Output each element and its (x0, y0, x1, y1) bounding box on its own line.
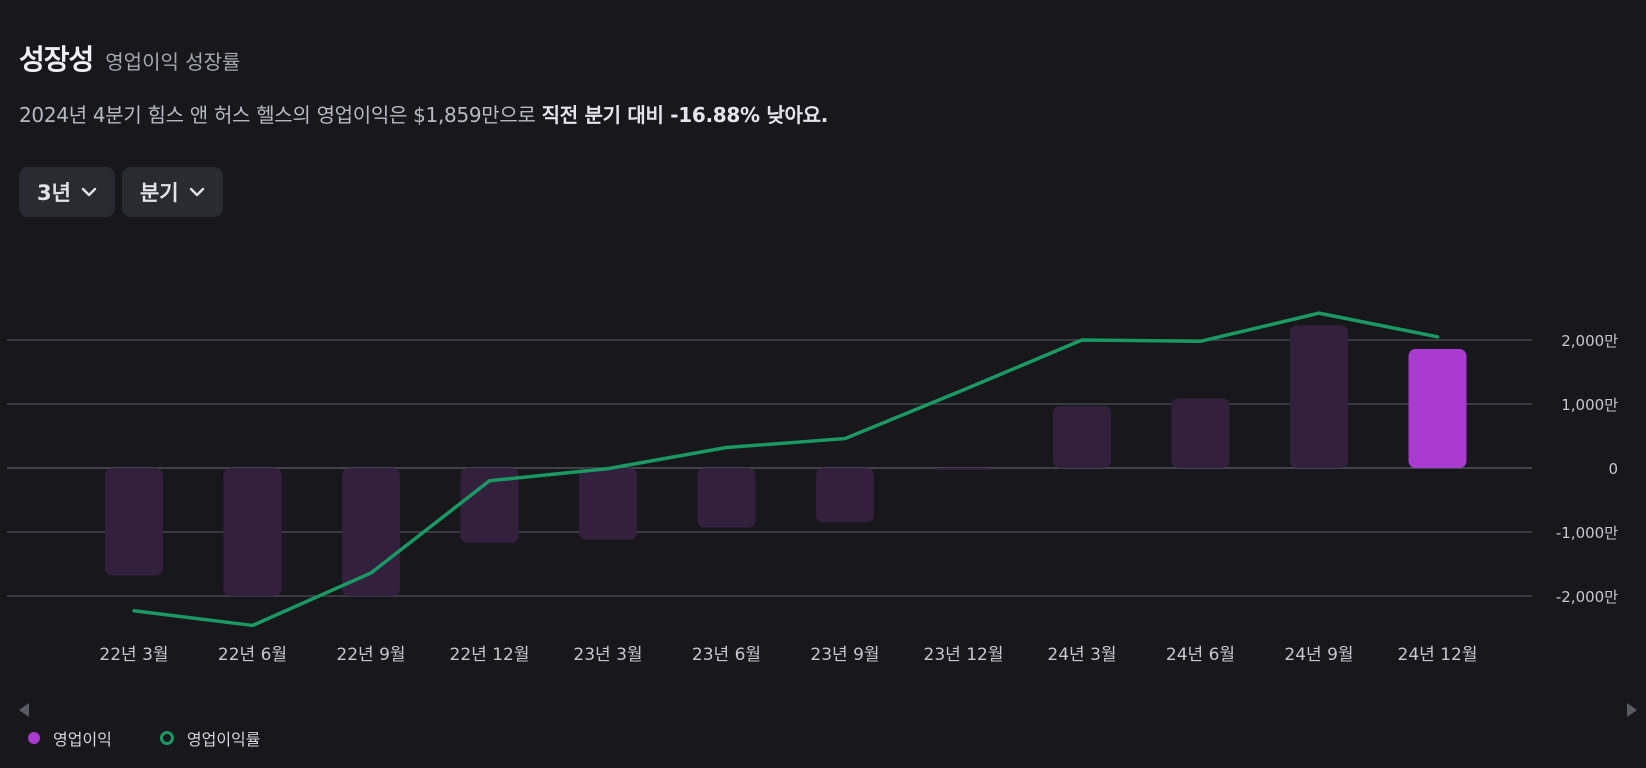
legend-item-operating-margin[interactable]: 영업이익률 (159, 726, 261, 750)
summary-plain: 2024년 4분기 힘스 앤 허스 헬스의 영업이익은 $1,859만으로 (19, 103, 542, 127)
bar (1408, 349, 1467, 468)
x-tick-label: 22년 9월 (336, 645, 405, 665)
bar (1171, 398, 1230, 468)
interval-dropdown-label: 분기 (139, 181, 179, 205)
chart-legend: 영업이익 영업이익률 (28, 726, 261, 750)
x-tick-label: 24년 3월 (1047, 645, 1116, 665)
bar (1290, 325, 1348, 468)
header: 성장성 영업이익 성장률 (19, 38, 240, 78)
y-tick-label: 1,000만 (1561, 396, 1618, 414)
summary-text: 2024년 4분기 힘스 앤 허스 헬스의 영업이익은 $1,859만으로 직전… (19, 99, 828, 128)
x-tick-label: 23년 3월 (573, 645, 642, 665)
operating-margin-line (132, 311, 1440, 628)
section-title: 성장성 (19, 43, 94, 76)
period-dropdown[interactable]: 3년 (19, 167, 115, 217)
x-tick-label: 24년 6월 (1166, 645, 1235, 665)
operating-income-chart: 2,000만 1,000만 0 -1,000만 -2,000만 22년 3월 22년 6월 2… (7, 311, 1618, 665)
chevron-down-icon (189, 187, 204, 197)
title-row: 성장성 영업이익 성장률 (19, 38, 240, 78)
y-tick-label: 0 (1608, 460, 1618, 478)
section-subtitle: 영업이익 성장률 (105, 50, 241, 74)
bar (223, 468, 282, 596)
x-tick-label: 22년 3월 (99, 645, 168, 665)
legend-bar-swatch (28, 732, 40, 744)
bar-layer (105, 325, 1467, 596)
bar (342, 468, 400, 596)
x-tick-label: 24년 12월 (1398, 645, 1478, 665)
x-tick-label: 23년 12월 (924, 645, 1004, 665)
interval-dropdown[interactable]: 분기 (121, 167, 223, 217)
filter-bar: 3년 분기 (19, 167, 223, 217)
y-tick-label: 2,000만 (1561, 332, 1618, 350)
bar (816, 468, 874, 523)
bar (934, 468, 993, 470)
bar (1053, 405, 1111, 468)
bar (105, 468, 163, 576)
scroll-left-arrow[interactable] (19, 703, 29, 717)
summary-emphasis: 직전 분기 대비 -16.88% 낮아요. (541, 103, 829, 127)
legend-line-label: 영업이익률 (186, 730, 261, 749)
y-tick-label: -2,000만 (1556, 588, 1618, 606)
label-layer: 2,000만 1,000만 0 -1,000만 -2,000만 22년 3월 22년 6월 2… (99, 332, 1618, 665)
legend-bar-label: 영업이익 (53, 730, 112, 749)
x-tick-label: 24년 9월 (1284, 645, 1353, 665)
chevron-down-icon (81, 187, 97, 197)
x-tick-label: 22년 6월 (218, 645, 287, 665)
bar (460, 468, 519, 543)
period-dropdown-label: 3년 (37, 181, 71, 205)
x-tick-label: 23년 6월 (692, 645, 761, 665)
legend-line-swatch (159, 731, 174, 745)
scroll-right-arrow[interactable] (1627, 703, 1637, 717)
x-tick-label: 22년 12월 (450, 645, 530, 665)
line-layer (132, 311, 1440, 628)
x-tick-label: 23년 9월 (810, 645, 879, 665)
bar (697, 468, 756, 528)
legend-item-operating-income[interactable]: 영업이익 (28, 726, 112, 750)
y-tick-label: -1,000만 (1556, 524, 1618, 542)
bar (579, 468, 637, 540)
